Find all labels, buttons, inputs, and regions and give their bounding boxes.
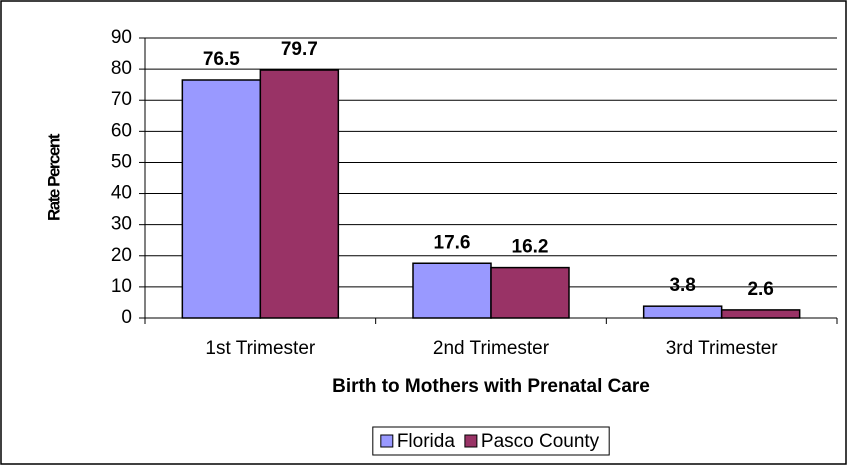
bar — [259, 69, 340, 319]
bar — [720, 309, 801, 319]
y-tick-label: 10 — [111, 276, 132, 297]
legend-box — [372, 426, 610, 456]
bar — [642, 305, 723, 319]
data-label: 3.8 — [669, 275, 695, 296]
x-axis-title: Birth to Mothers with Prenatal Care — [332, 376, 650, 397]
y-tick-label: 40 — [111, 183, 132, 204]
y-tick-label: 70 — [111, 89, 132, 110]
legend-label: Pasco County — [481, 431, 600, 452]
data-label: 16.2 — [512, 237, 549, 258]
data-label: 2.6 — [747, 279, 773, 300]
y-tick-label: 80 — [111, 58, 132, 79]
y-tick-label: 30 — [111, 214, 132, 235]
y-tick-label: 90 — [111, 27, 132, 48]
y-tick-label: 20 — [111, 245, 132, 266]
x-tick-label: 2nd Trimester — [433, 338, 550, 359]
y-tick-label: 60 — [111, 120, 132, 141]
y-axis-title: Rate Percent — [44, 133, 63, 221]
data-label: 17.6 — [434, 232, 471, 253]
legend-swatch — [380, 434, 394, 448]
legend-label: Florida — [397, 431, 456, 452]
x-tick-label: 1st Trimester — [205, 338, 315, 359]
legend-swatch — [464, 434, 478, 448]
data-label: 76.5 — [203, 49, 240, 70]
data-label: 79.7 — [281, 39, 318, 60]
x-tick-label: 3rd Trimester — [666, 338, 779, 359]
bar — [412, 262, 492, 319]
bar — [490, 266, 570, 319]
bar — [181, 79, 262, 319]
y-tick-label: 0 — [121, 307, 132, 328]
y-tick-label: 50 — [111, 151, 132, 172]
